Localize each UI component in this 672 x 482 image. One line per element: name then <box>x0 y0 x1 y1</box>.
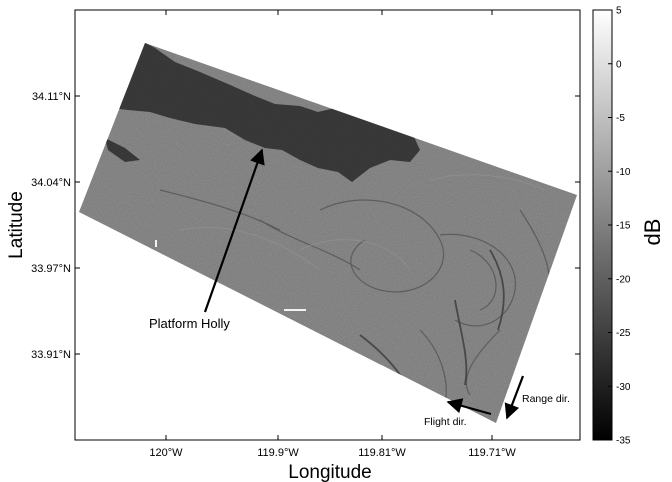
colorbar-tick-label: 0 <box>616 59 622 70</box>
y-tick-label: 34.11°N <box>32 91 71 103</box>
colorbar-tick-label: -35 <box>616 436 631 447</box>
colorbar-tick-label: -15 <box>616 221 631 232</box>
platform-label: Platform Holly <box>149 316 230 331</box>
x-axis-label: Longitude <box>288 462 371 482</box>
colorbar-tick-label: -25 <box>616 328 631 339</box>
y-axis-label: Latitude <box>6 191 27 259</box>
flight-dir-label: Flight dir. <box>424 416 467 428</box>
colorbar-tick-label: -20 <box>616 274 631 285</box>
y-tick-label: 33.91°N <box>31 349 71 361</box>
x-tick-label: 120°W <box>149 447 183 459</box>
y-tick-label: 33.97°N <box>31 263 71 275</box>
colorbar-label: dB <box>640 219 665 246</box>
x-tick-label: 119.81°W <box>358 447 406 459</box>
sar-image-swath <box>79 40 577 423</box>
colorbar-tick-label: -10 <box>616 167 631 178</box>
x-tick-label: 119.9°W <box>257 447 299 459</box>
range-dir-label: Range dir. <box>522 393 570 405</box>
x-tick-label: 119.71°W <box>468 447 516 459</box>
colorbar-tick-label: -5 <box>616 113 625 124</box>
colorbar-tick-label: 5 <box>616 6 622 17</box>
y-tick-label: 34.04°N <box>31 177 71 189</box>
colorbar-tick-label: -30 <box>616 382 631 393</box>
